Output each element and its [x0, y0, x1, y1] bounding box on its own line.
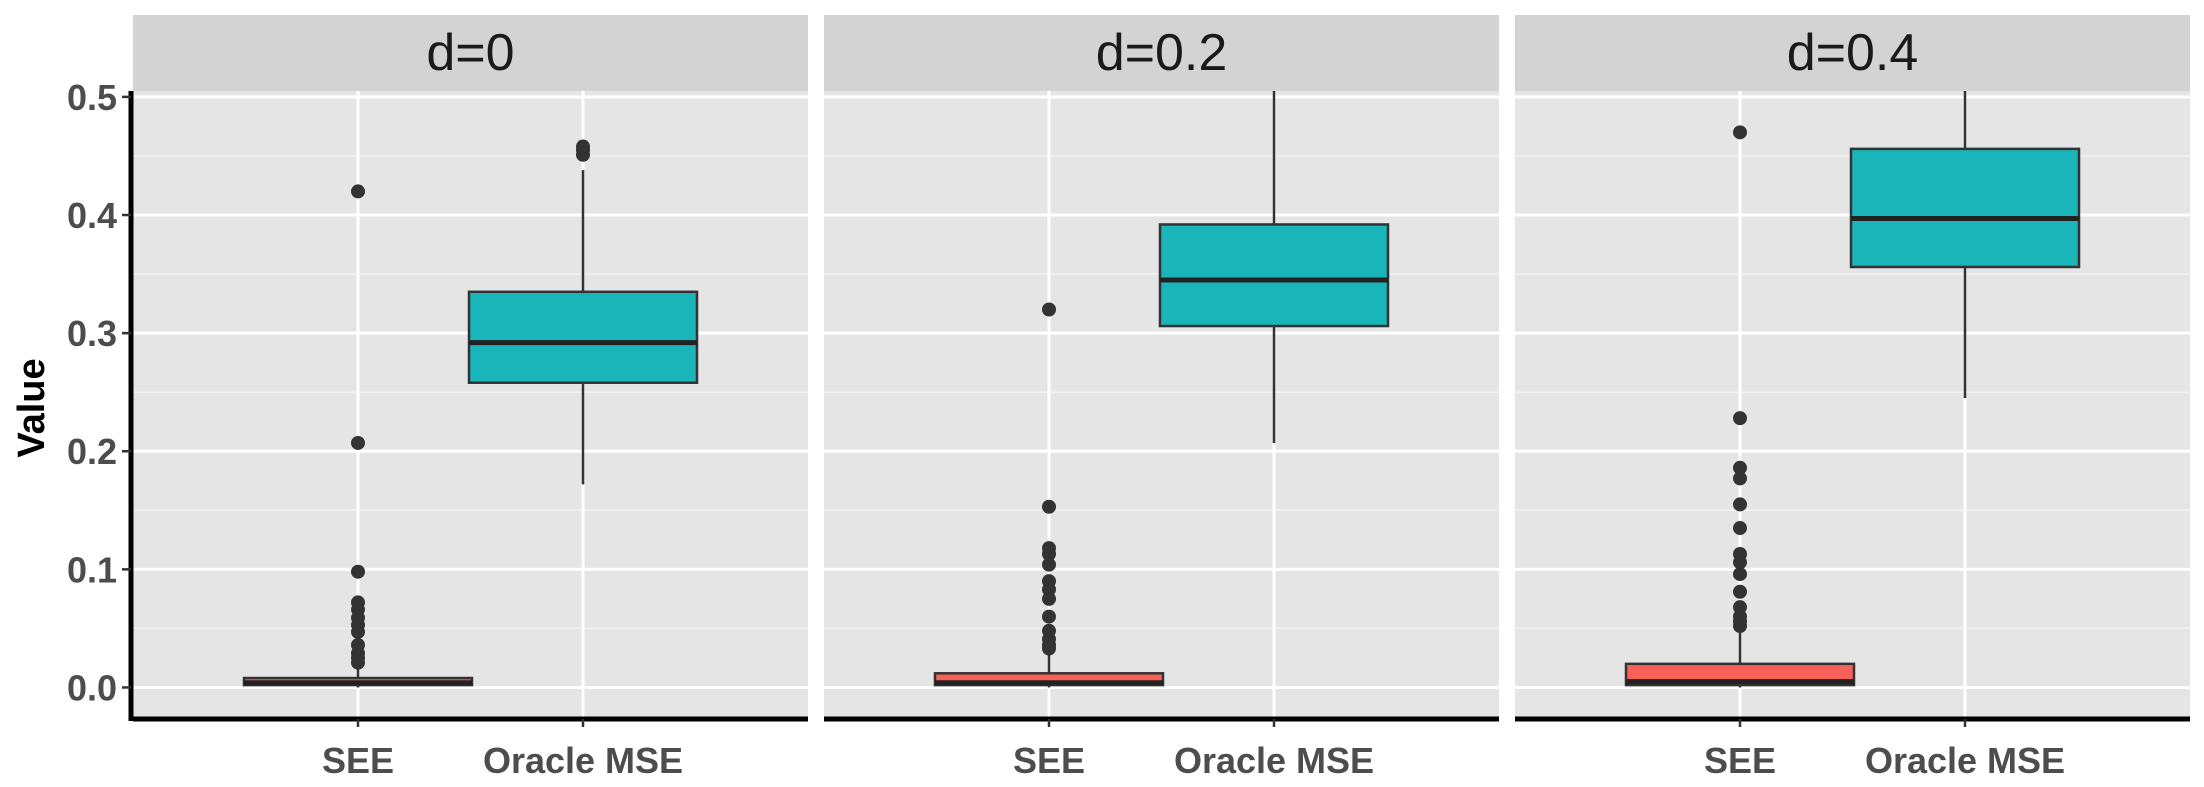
outlier-point	[1733, 521, 1747, 536]
facet-panel-0: d=0 SEE Oracle MSE	[133, 15, 808, 781]
y-tick-label: 0.4	[67, 195, 117, 236]
facet-strip-label: d=0.4	[1787, 24, 1919, 82]
box-oracle-mse	[467, 139, 699, 485]
y-axis: 0.0 0.1 0.2 0.3 0.4 0.5	[67, 77, 134, 721]
facet-strip	[133, 15, 808, 91]
outlier-point	[1042, 609, 1056, 624]
outlier-point	[1733, 567, 1747, 582]
outlier-point	[1733, 125, 1747, 140]
x-tick-label: Oracle MSE	[483, 740, 683, 781]
box-body	[1158, 223, 1390, 328]
outlier-point	[1042, 557, 1056, 572]
x-tick-label: Oracle MSE	[1865, 740, 2065, 781]
x-tick-label: SEE	[1704, 740, 1776, 781]
outlier-point	[1733, 600, 1747, 615]
box-oracle-mse	[1158, 91, 1390, 443]
facet-strip	[1515, 15, 2190, 91]
facet-panel-1: d=0.2 SEE Oracle MSE	[824, 15, 1499, 781]
y-tick-label: 0.5	[67, 77, 117, 118]
outlier-point	[1042, 499, 1056, 514]
facet-strip	[824, 15, 1499, 91]
y-tick-label: 0.3	[67, 313, 117, 354]
outlier-point	[351, 184, 365, 199]
box-body	[467, 290, 699, 384]
outlier-point	[1042, 541, 1056, 556]
outlier-point	[1733, 497, 1747, 512]
outlier-point	[1733, 471, 1747, 486]
x-tick-label: Oracle MSE	[1174, 740, 1374, 781]
box-see	[242, 184, 474, 688]
panel-background	[133, 91, 808, 717]
panel-background	[824, 91, 1499, 717]
x-tick-label: SEE	[322, 740, 394, 781]
y-axis-title: Value	[11, 358, 53, 457]
x-tick-label: SEE	[1013, 740, 1085, 781]
outlier-point	[351, 595, 365, 610]
facet-strip-label: d=0.2	[1096, 24, 1228, 82]
outlier-point	[351, 637, 365, 652]
facet-strip-label: d=0	[426, 24, 514, 82]
y-tick-label: 0.0	[67, 667, 117, 708]
outlier-point	[576, 139, 590, 154]
outlier-point	[1733, 460, 1747, 475]
outlier-point	[1042, 623, 1056, 638]
outlier-point	[1733, 411, 1747, 426]
box-body	[1849, 147, 2081, 269]
outlier-point	[1042, 302, 1056, 317]
outlier-point	[351, 564, 365, 579]
facet-panels: d=0 SEE Oracle MSE d=0.2 SEE Oracle MSE d=0.4 S…	[133, 15, 2190, 781]
box-see	[1624, 125, 1856, 688]
outlier-point	[1733, 547, 1747, 562]
box-oracle-mse	[1849, 91, 2081, 399]
y-tick-label: 0.1	[67, 549, 117, 590]
facet-panel-2: d=0.4 SEE Oracle MSE	[1515, 15, 2190, 781]
outlier-point	[1733, 584, 1747, 599]
y-tick-label: 0.2	[67, 431, 117, 472]
outlier-point	[351, 435, 365, 450]
box-see	[933, 302, 1165, 688]
outlier-point	[1042, 574, 1056, 589]
